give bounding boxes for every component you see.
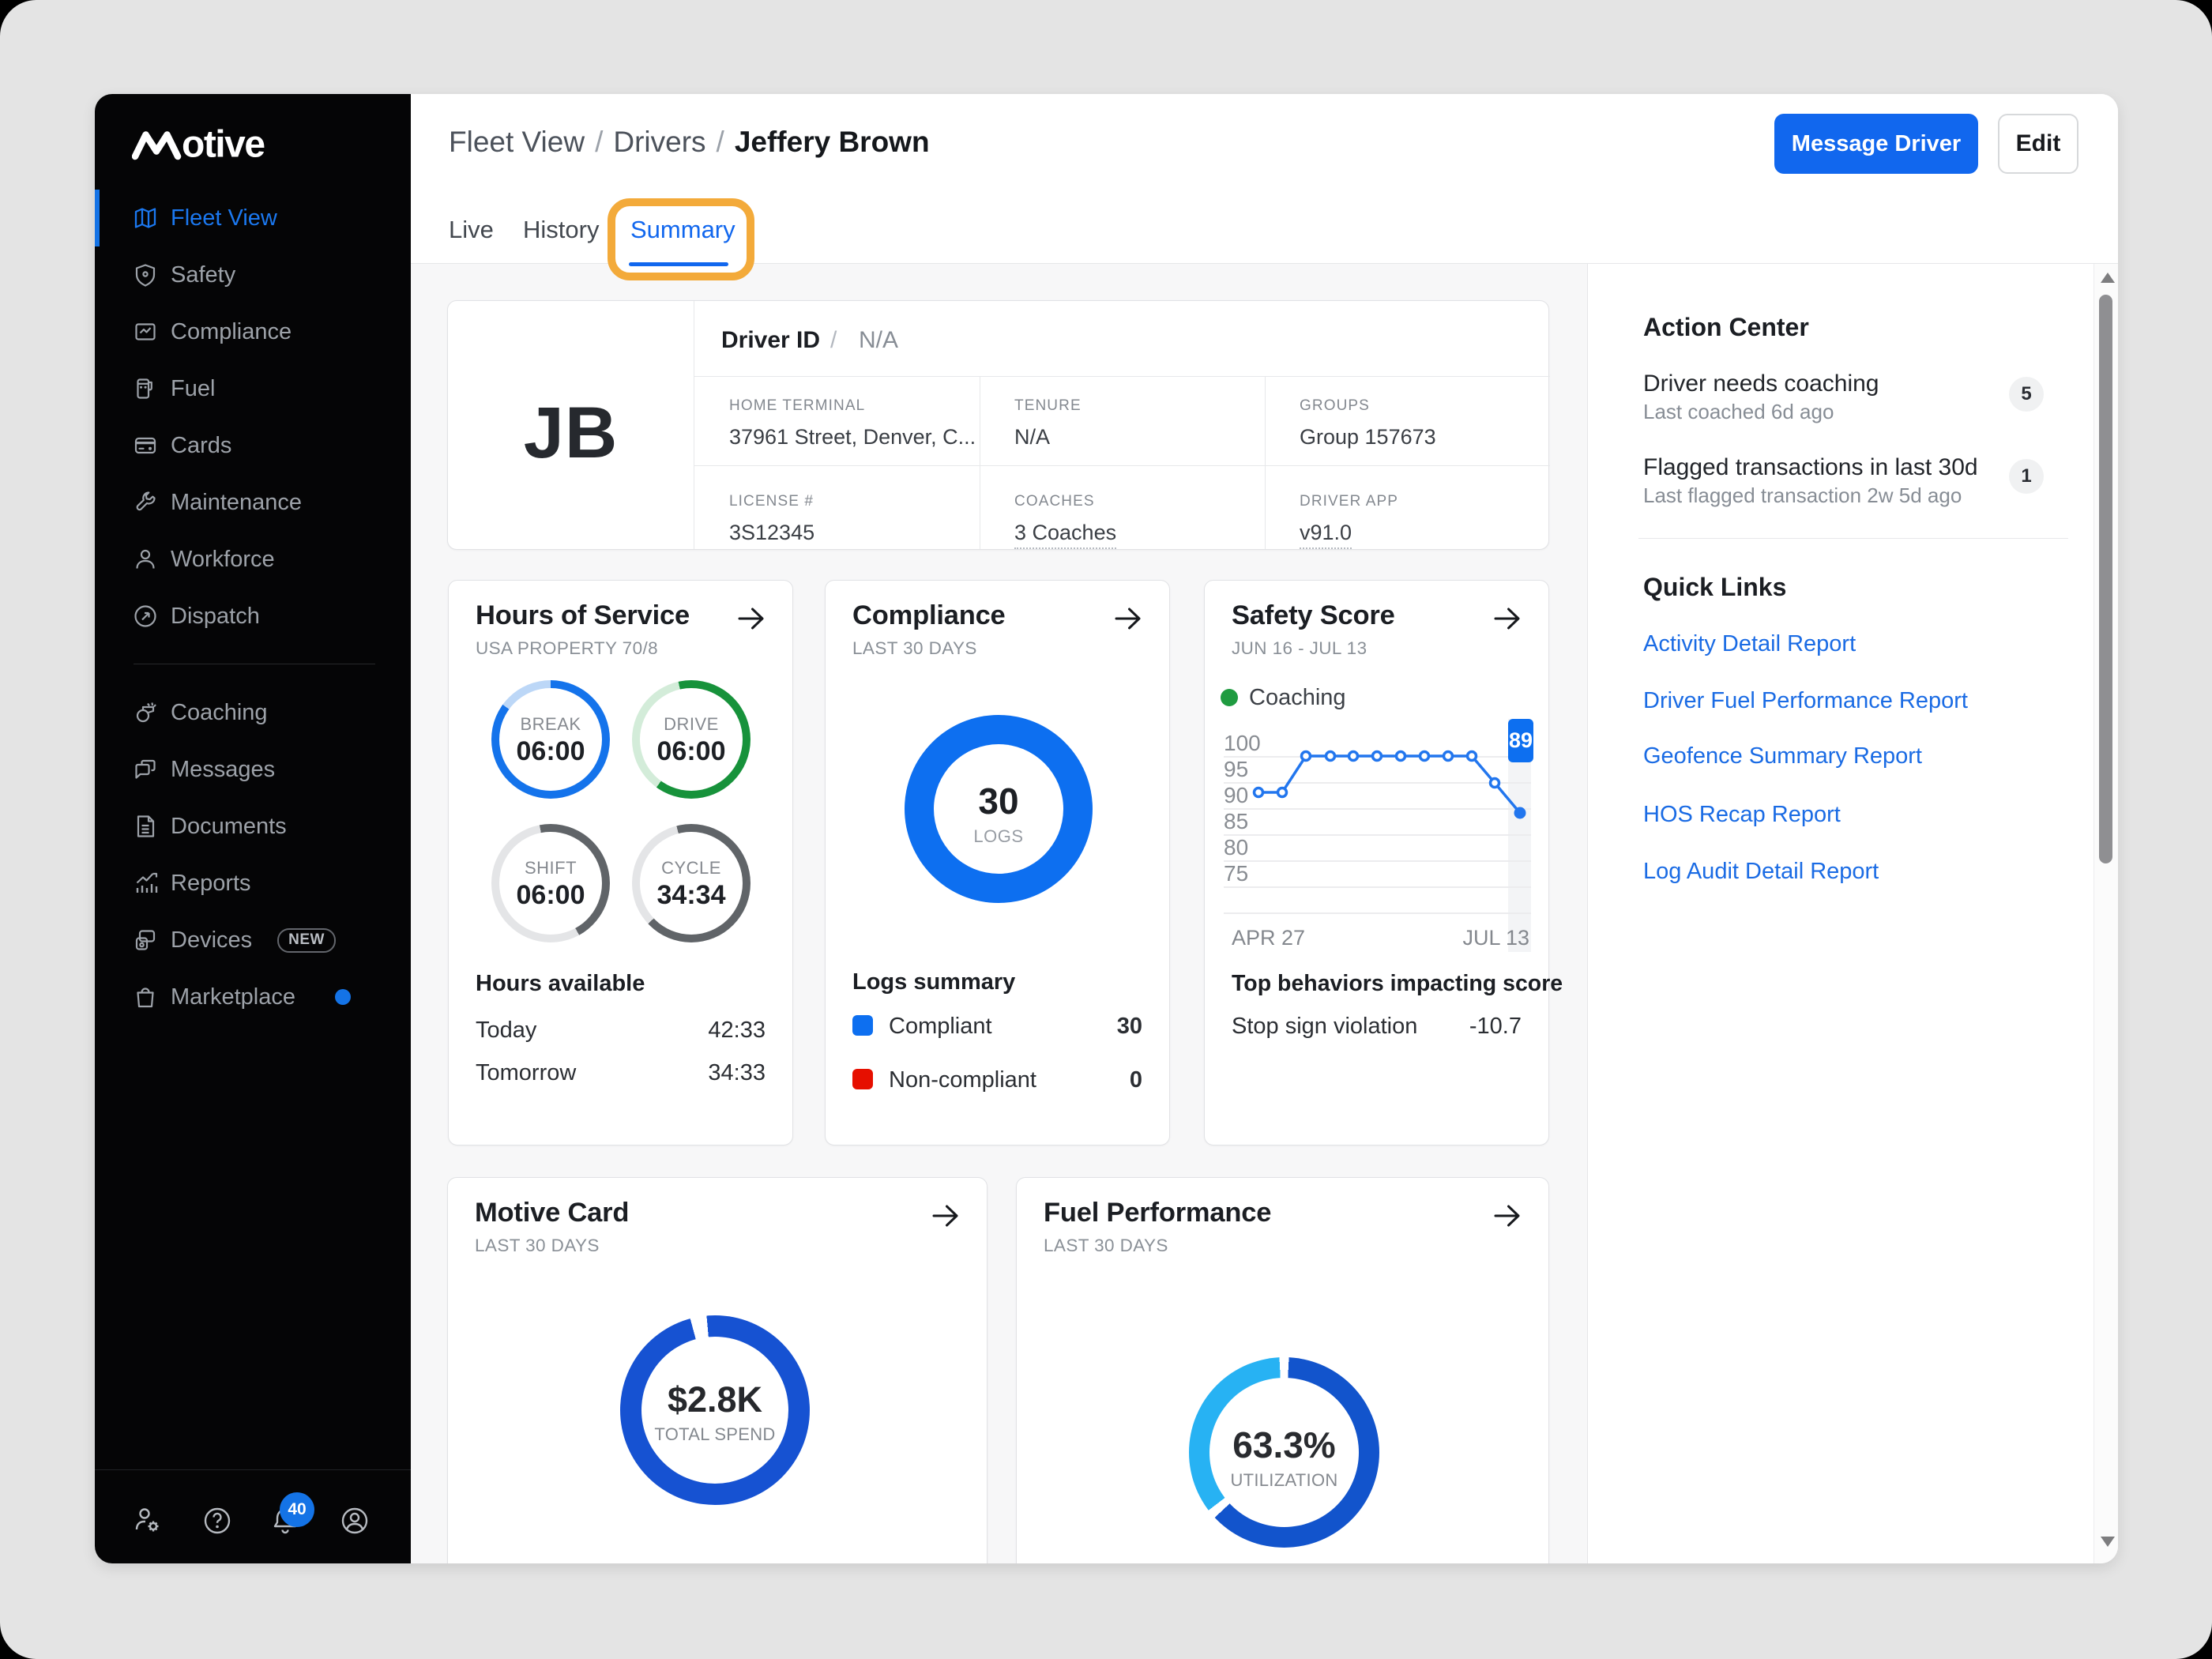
svg-text:otive: otive — [182, 124, 265, 165]
